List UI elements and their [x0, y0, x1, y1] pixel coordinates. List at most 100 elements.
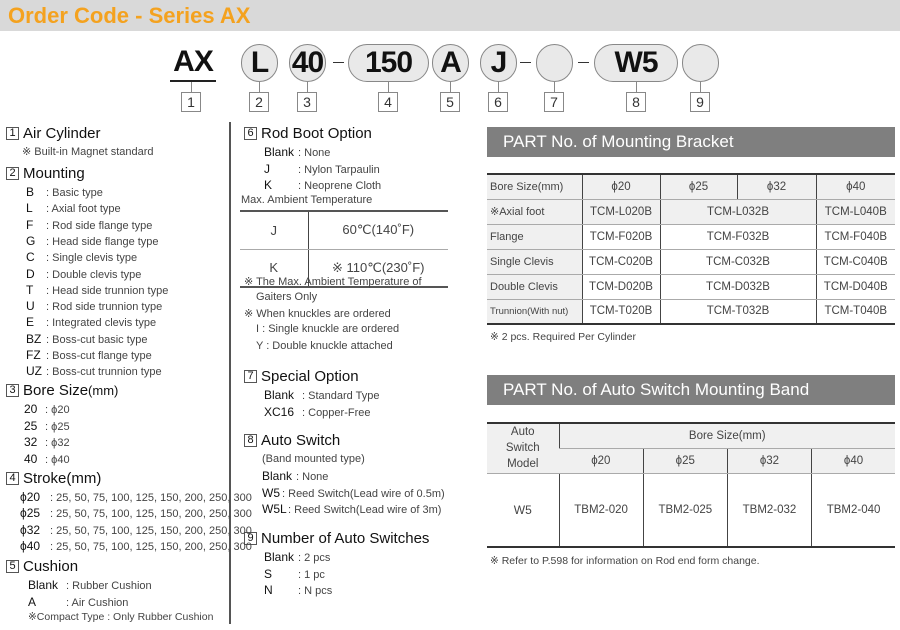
option-code: F — [26, 217, 34, 232]
dash — [333, 62, 344, 63]
option-desc: Axial foot type — [51, 203, 121, 216]
option-desc: Boss-cut basic type — [52, 333, 148, 346]
code-number: 4 — [378, 92, 398, 112]
option-item: K: Neoprene Cloth — [264, 178, 382, 192]
option-item: Blank: None — [264, 145, 331, 159]
option-code: D — [26, 266, 35, 281]
option-desc: None — [304, 147, 331, 159]
option-item: D: Double clevis type — [26, 266, 142, 281]
option-code: S — [264, 566, 273, 581]
option-code: K — [264, 178, 273, 192]
option-desc: Double clevis type — [52, 268, 142, 281]
option-code: FZ — [26, 348, 41, 362]
band-note: ※ Refer to P.598 for information on Rod … — [490, 555, 760, 567]
option-desc: Head side flange type — [52, 235, 159, 248]
option-item: N: N pcs — [264, 583, 333, 597]
option-desc: Neoprene Cloth — [304, 180, 382, 192]
option-code: ϕ40 — [20, 538, 41, 553]
bracket-row: ※Axial foot TCM-L020B TCM-L032B TCM-L040B — [487, 199, 895, 225]
option-item: ϕ25: 25, 50, 75, 100, 125, 150, 200, 250… — [20, 506, 252, 521]
note: ※ When knuckles are ordered — [244, 308, 391, 320]
option-item: W5L: Reed Switch(Lead wire of 3m) — [262, 502, 442, 516]
option-desc: 25, 50, 75, 100, 125, 150, 200, 250, 300 — [56, 508, 252, 521]
option-item: ϕ32: 25, 50, 75, 100, 125, 150, 200, 250… — [20, 522, 252, 537]
option-code: E — [26, 315, 35, 330]
option-item: Blank: Standard Type — [264, 388, 380, 402]
option-code: G — [26, 233, 36, 248]
option-item: L: Axial foot type — [26, 201, 121, 216]
option-item: Blank: None — [262, 469, 329, 483]
option-desc: Reed Switch(Lead wire of 3m) — [294, 504, 442, 516]
option-code: 40 — [24, 451, 38, 466]
option-desc: Head side trunnion type — [52, 284, 169, 297]
note: Gaiters Only — [256, 291, 318, 303]
option-desc: 25, 50, 75, 100, 125, 150, 200, 250, 300 — [56, 492, 252, 504]
option-item: ϕ20: 25, 50, 75, 100, 125, 150, 200, 250… — [20, 490, 252, 504]
code-number: 6 — [488, 92, 508, 112]
option-item: FZ: Boss-cut flange type — [26, 348, 152, 362]
option-code: N — [264, 583, 273, 597]
option-code: UZ — [26, 364, 42, 379]
option-code: J — [264, 161, 270, 176]
option-item: Blank: Rubber Cushion — [28, 578, 152, 592]
option-item: Blank: 2 pcs — [264, 550, 331, 564]
option-code: ϕ32 — [20, 522, 41, 537]
option-desc: Nylon Tarpaulin — [304, 163, 380, 176]
option-item: S: 1 pc — [264, 566, 325, 581]
option-item: XC16: Copper-Free — [264, 404, 371, 419]
band-table: Auto Switch Model Bore Size(mm) ϕ20 ϕ25 ϕ32… — [487, 422, 895, 548]
bracket-row: Trunnion(With nut) TCM-T020B TCM-T032B TCM-… — [487, 299, 895, 325]
option-code: Blank — [264, 145, 295, 159]
option-item: J: Nylon Tarpaulin — [264, 161, 380, 176]
option-code: L — [26, 201, 33, 216]
option-desc: Integrated clevis type — [52, 317, 157, 330]
code-number: 7 — [544, 92, 564, 112]
option-desc: Rod side trunnion type — [52, 301, 163, 314]
column-divider — [229, 122, 231, 624]
code-number: 8 — [626, 92, 646, 112]
code-special — [536, 44, 573, 82]
option-code: Blank — [28, 578, 59, 592]
temperature-table: J 60℃(140˚F) K ※ 110℃(230˚F) — [240, 210, 448, 288]
code-stroke: 150 — [348, 44, 429, 82]
code-switch-count — [682, 44, 719, 82]
section-stroke: 4 Stroke(mm) — [6, 470, 101, 487]
option-item: UZ: Boss-cut trunnion type — [26, 364, 162, 379]
option-desc: 25, 50, 75, 100, 125, 150, 200, 250, 300 — [56, 540, 252, 553]
option-code: 25 — [24, 418, 38, 433]
section-special-option: 7 Special Option — [244, 368, 359, 385]
option-desc: ϕ32 — [51, 437, 70, 449]
bracket-row: Single Clevis TCM-C020B TCM-C032B TCM-C040B — [487, 249, 895, 275]
dash — [520, 62, 531, 63]
option-item: 32 : ϕ32 — [24, 435, 70, 449]
option-item: G: Head side flange type — [26, 233, 159, 248]
option-item: B: Basic type — [26, 185, 103, 199]
option-item: BZ: Boss-cut basic type — [26, 331, 148, 346]
code-bore: 40 — [289, 44, 326, 82]
code-number: 1 — [181, 92, 201, 112]
section-air-cylinder: 1 Air Cylinder — [6, 125, 101, 142]
option-desc: Copper-Free — [308, 406, 371, 419]
option-desc: N pcs — [304, 585, 333, 597]
option-item: A: Air Cushion — [28, 594, 129, 609]
code-number: 5 — [440, 92, 460, 112]
bracket-title: PART No. of Mounting Bracket — [487, 127, 895, 157]
option-code: ϕ25 — [20, 506, 41, 521]
note: I : Single knuckle are ordered — [256, 323, 400, 335]
code-series: AX — [170, 44, 216, 82]
option-code: BZ — [26, 331, 42, 346]
code-rod-boot: J — [480, 44, 517, 82]
option-code: Blank — [264, 550, 295, 564]
option-desc: Rod side flange type — [52, 219, 153, 232]
option-item: T: Head side trunnion type — [26, 282, 169, 297]
option-item: C: Single clevis type — [26, 250, 138, 265]
code-auto-switch: W5 — [594, 44, 678, 82]
option-desc: Basic type — [52, 187, 103, 199]
section-auto-switch: 8 Auto Switch — [244, 432, 340, 449]
option-code: C — [26, 250, 35, 265]
option-code: Blank — [262, 469, 293, 483]
option-desc: 25, 50, 75, 100, 125, 150, 200, 250, 300 — [56, 524, 252, 537]
page-title: Order Code - Series AX — [8, 3, 251, 28]
bracket-row: Double Clevis TCM-D020B TCM-D032B TCM-D040B — [487, 274, 895, 300]
option-item: 25 : ϕ25 — [24, 418, 70, 433]
